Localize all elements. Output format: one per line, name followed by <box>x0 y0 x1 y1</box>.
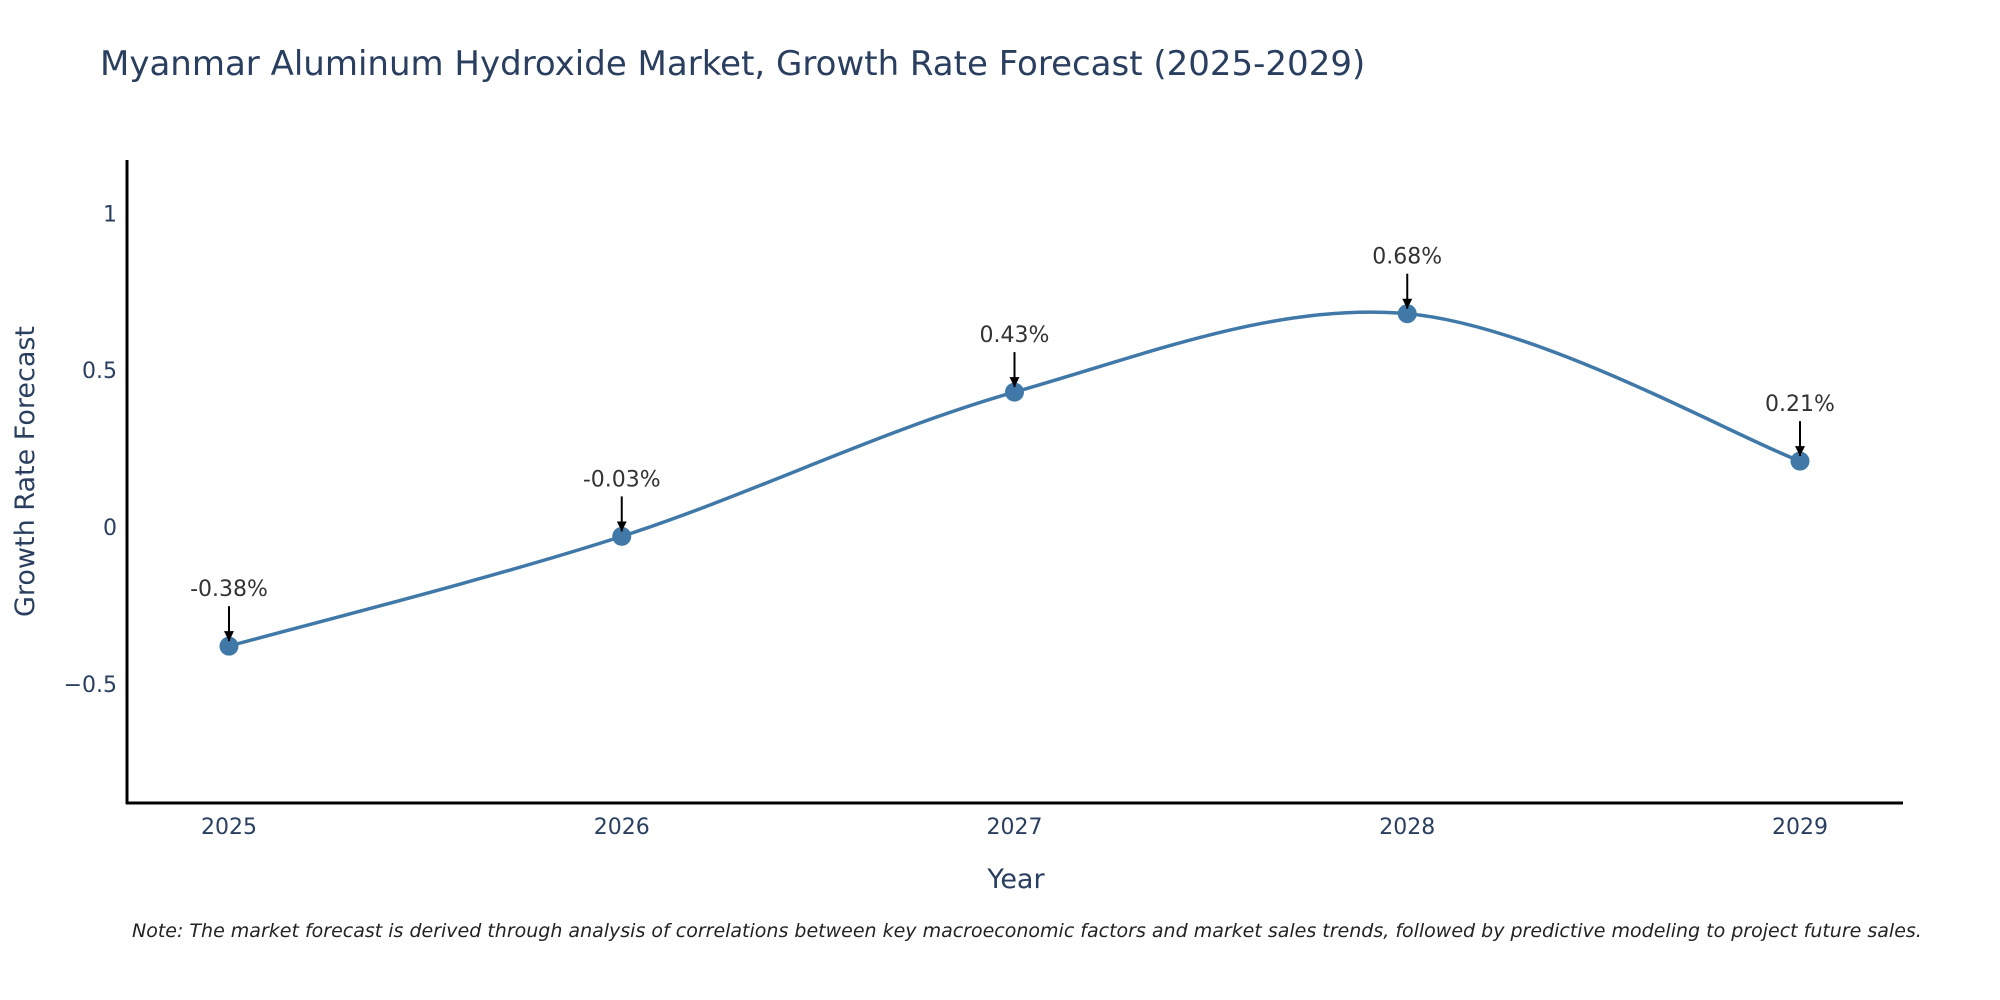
x-tick-label: 2029 <box>1772 815 1828 840</box>
data-label: -0.03% <box>583 467 661 492</box>
x-tick-label: 2028 <box>1379 815 1435 840</box>
x-tick-label: 2026 <box>594 815 650 840</box>
y-tick-label: 0 <box>103 516 117 541</box>
data-point <box>1397 304 1417 324</box>
chart-note: Note: The market forecast is derived thr… <box>132 920 1922 942</box>
data-point <box>612 526 632 546</box>
x-axis-title: Year <box>986 864 1045 895</box>
data-label: -0.38% <box>190 577 268 602</box>
chart-title: Myanmar Aluminum Hydroxide Market, Growt… <box>100 44 1366 84</box>
y-tick-label: −0.5 <box>64 673 117 698</box>
x-tick-label: 2027 <box>987 815 1043 840</box>
y-axis-title: Growth Rate Forecast <box>10 326 41 617</box>
y-tick-label: 1 <box>103 202 117 227</box>
data-point <box>1005 382 1024 402</box>
data-label: 0.68% <box>1372 245 1442 270</box>
data-point <box>219 636 239 656</box>
y-tick-label: 0.5 <box>82 359 117 384</box>
data-point <box>1790 451 1810 471</box>
data-label: 0.43% <box>980 323 1050 348</box>
x-tick-label: 2025 <box>201 815 257 840</box>
data-label: 0.21% <box>1765 392 1835 417</box>
